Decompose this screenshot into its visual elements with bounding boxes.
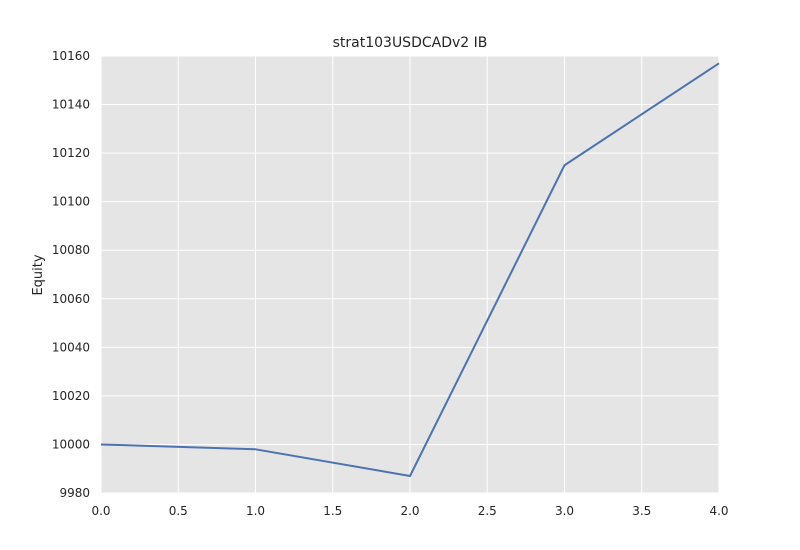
equity-series-line — [100, 62, 720, 478]
y-tick-label: 10060 — [52, 292, 90, 306]
y-tick-label: 10080 — [52, 243, 90, 257]
y-tick-label: 10160 — [52, 49, 90, 63]
y-axis-label: Equity — [31, 254, 46, 295]
y-tick-label: 10140 — [52, 98, 90, 112]
x-tick-label: 0.5 — [169, 504, 188, 518]
x-tick-label: 1.0 — [246, 504, 265, 518]
y-tick-label: 10040 — [52, 340, 90, 354]
x-tick-label: 3.0 — [555, 504, 574, 518]
x-tick-label: 3.5 — [632, 504, 651, 518]
x-tick-label: 1.5 — [323, 504, 342, 518]
x-axis-ticks: 0.0 0.5 1.0 1.5 2.0 2.5 3.0 3.5 4.0 — [91, 504, 728, 518]
y-tick-label: 10120 — [52, 146, 90, 160]
x-tick-label: 2.5 — [478, 504, 497, 518]
x-tick-label: 0.0 — [91, 504, 110, 518]
y-tick-label: 10100 — [52, 195, 90, 209]
y-tick-label: 9980 — [59, 486, 90, 500]
x-tick-label: 4.0 — [709, 504, 728, 518]
y-tick-label: 10020 — [52, 389, 90, 403]
series-group — [100, 62, 720, 478]
x-tick-label: 2.0 — [400, 504, 419, 518]
y-tick-label: 10000 — [52, 437, 90, 451]
chart-title: strat103USDCADv2 IB — [333, 35, 488, 51]
y-axis-ticks: 9980 10000 10020 10040 10060 10080 10100 10120 1… — [52, 49, 90, 500]
grid-lines — [100, 55, 720, 494]
